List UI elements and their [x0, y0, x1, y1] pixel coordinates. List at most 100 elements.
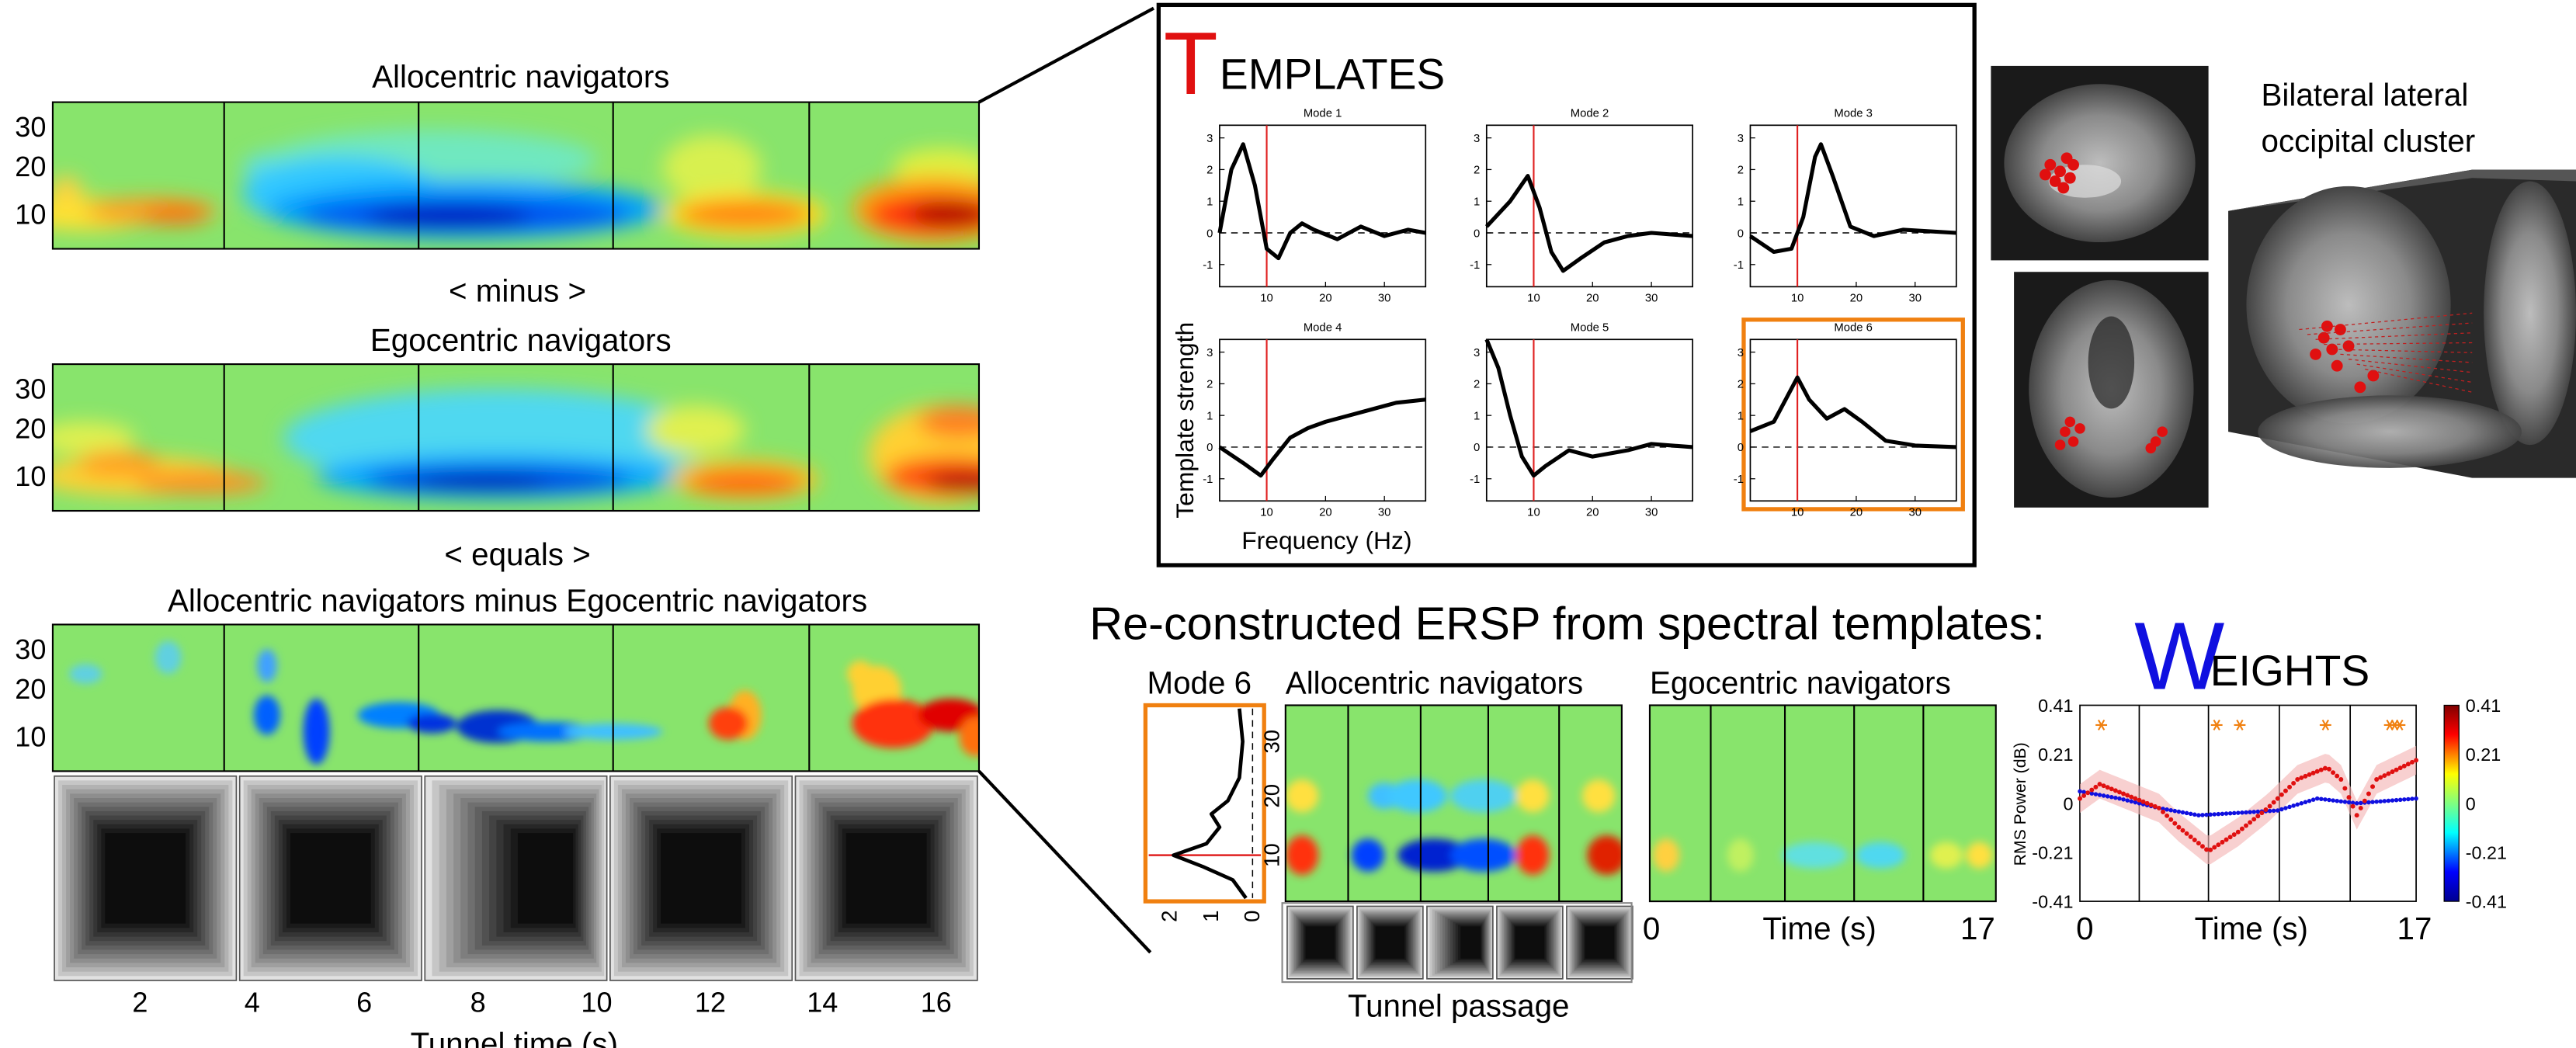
heatmap [52, 102, 979, 249]
weight-point [2137, 801, 2142, 806]
tunnel-layer [1305, 926, 1335, 959]
templates-ylabel: Template strength [1171, 322, 1199, 519]
tick-label: 0 [2466, 793, 2476, 814]
weight-point [2113, 788, 2118, 793]
tunnel-frame [794, 775, 978, 981]
star-stroke [2321, 719, 2329, 730]
heatmap-blob [1450, 838, 1517, 872]
weight-point [2231, 832, 2237, 838]
weight-point [2199, 844, 2205, 849]
weight-point [2227, 810, 2233, 816]
weight-point [2410, 796, 2415, 801]
weight-point [2331, 798, 2335, 803]
weight-point [2109, 795, 2114, 800]
weight-point [2370, 800, 2375, 804]
tunnel-layer [1375, 926, 1405, 959]
tick-label: 0 [1240, 911, 1264, 922]
weight-point [2129, 799, 2134, 804]
panel-title: Allocentric navigators [372, 59, 669, 95]
heatmap-blob [257, 649, 277, 682]
cluster-dipole [2074, 423, 2085, 434]
weight-point [2386, 798, 2391, 803]
weight-point [2172, 821, 2178, 826]
heatmap-blob [366, 204, 531, 231]
weight-point [2097, 793, 2102, 797]
weight-point [2338, 799, 2344, 804]
tick-label: 3 [1206, 347, 1213, 359]
weight-point [2263, 807, 2269, 812]
tick-label: 0 [1474, 227, 1480, 240]
tick-label: 2 [1158, 911, 1182, 922]
weight-point [2354, 801, 2359, 806]
weight-point [2085, 790, 2091, 796]
weight-point [2165, 807, 2169, 812]
heatmap-blob [135, 471, 267, 495]
tick-label: 10 [581, 986, 612, 1018]
heatmap-frame [51, 623, 981, 772]
weight-point [2196, 813, 2201, 817]
weight-point [2224, 837, 2229, 842]
tick-label: 1 [1474, 410, 1480, 422]
weight-point [2283, 806, 2288, 810]
weight-point [2113, 795, 2118, 800]
operator: < minus > [449, 272, 586, 308]
cluster-dipole [2310, 348, 2322, 360]
tunnel-frame [1286, 905, 1354, 980]
weight-point [2346, 795, 2352, 800]
panel-title: Egocentric navigators [370, 322, 672, 358]
templates-initial: T [1164, 14, 1218, 113]
tick-label: 0 [2076, 911, 2093, 946]
tick-label: 0.21 [2038, 744, 2073, 765]
weight-point [2397, 797, 2403, 803]
weight-point [2220, 839, 2225, 845]
tick-label: 2 [1474, 379, 1480, 391]
tick-label: 1 [1738, 410, 1744, 422]
weight-point [2307, 798, 2312, 803]
weight-point [2192, 812, 2197, 817]
weight-point [2390, 798, 2395, 803]
tunnel-strip [1281, 902, 1633, 984]
tick-label: 10 [1527, 506, 1540, 519]
projection-line [2324, 342, 2473, 345]
tick-label: -0.41 [2466, 892, 2507, 912]
tick-label: 20 [1586, 292, 1599, 304]
cluster-dipole [2067, 436, 2079, 447]
weights-initial: W [2134, 603, 2224, 710]
heatmap-blob [1966, 842, 1993, 869]
tick-label: 1 [1738, 196, 1744, 209]
panel-title: Allocentric navigators minus Egocentric … [168, 583, 867, 619]
tunnel-layer [661, 833, 741, 924]
heatmap-frame [1648, 704, 1997, 903]
weight-point [2303, 773, 2308, 779]
weight-point [2212, 812, 2217, 817]
heatmap-base [52, 624, 979, 772]
tick-label: 10 [1260, 506, 1273, 519]
weight-point [2394, 767, 2399, 772]
weight-point [2374, 799, 2379, 804]
heatmap-blob [1653, 838, 1680, 872]
cluster-label: Bilateral lateral [2262, 77, 2469, 113]
heatmap-blob [303, 699, 330, 765]
weight-point [2291, 780, 2297, 786]
weight-point [2318, 767, 2324, 772]
tunnel-frame [1426, 905, 1494, 980]
tunnel-layer [845, 833, 927, 924]
tick-label: 0 [1474, 442, 1480, 454]
tick-label: 1 [1199, 911, 1223, 922]
weight-point [2105, 785, 2110, 790]
tick-label: -1 [1734, 474, 1744, 486]
weight-point [2287, 784, 2293, 789]
mode-title: Mode 3 [1834, 108, 1873, 120]
weight-point [2204, 812, 2209, 817]
weight-point [2125, 798, 2130, 803]
heatmap-blob [687, 471, 803, 495]
weight-point [2078, 796, 2082, 801]
tick-label: 20 [1850, 506, 1863, 519]
weight-point [2382, 799, 2387, 803]
tick-label: 2 [1206, 379, 1213, 391]
weight-point [2350, 803, 2356, 809]
connector [977, 6, 1154, 104]
weight-point [2331, 770, 2336, 776]
